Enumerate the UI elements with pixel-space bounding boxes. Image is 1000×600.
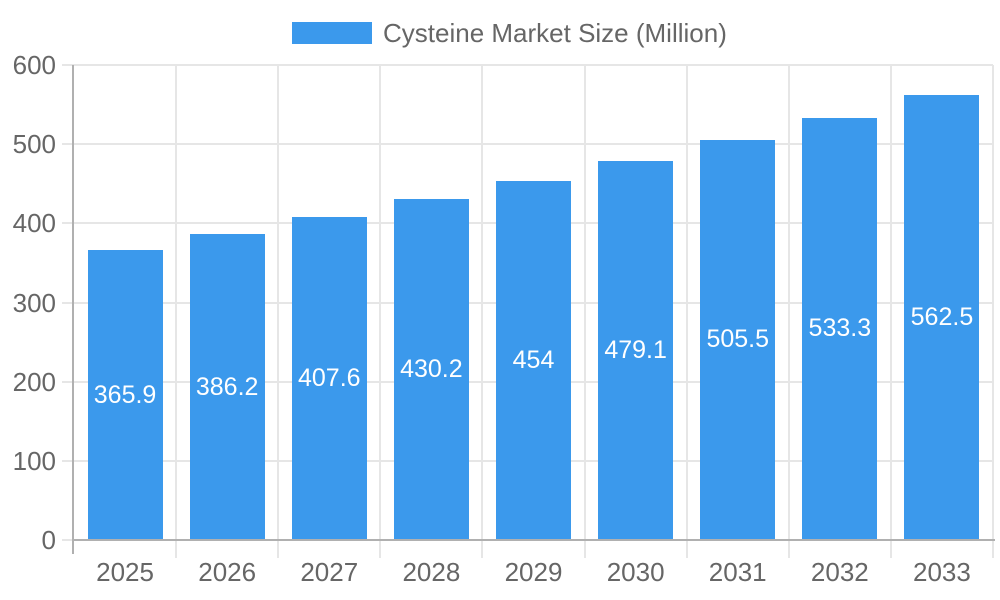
x-tick-label-2030: 2030 — [606, 557, 665, 587]
chart-legend[interactable]: Cysteine Market Size (Million) — [292, 12, 727, 54]
x-tick-label-2031: 2031 — [708, 557, 767, 587]
bar-2029: 454 — [496, 180, 571, 540]
x-gridline — [583, 65, 586, 558]
bar-2026: 386.2 — [189, 234, 265, 540]
x-gridline — [787, 65, 790, 558]
y-gridline — [62, 64, 993, 66]
x-tick-label-2026: 2026 — [198, 557, 257, 587]
bar-2028: 430.2 — [393, 199, 469, 540]
bar-value-label: 479.1 — [604, 335, 667, 364]
x-gridline — [175, 65, 178, 558]
y-tick-label-400: 400 — [12, 208, 56, 239]
x-tick-label-2032: 2032 — [810, 557, 869, 587]
y-tick-label-200: 200 — [12, 366, 56, 397]
legend-swatch-icon — [292, 22, 372, 44]
y-tick-label-300: 300 — [12, 287, 56, 318]
legend-label: Cysteine Market Size (Million) — [383, 17, 727, 48]
bar-value-label: 454 — [512, 345, 555, 374]
bar-value-label: 430.2 — [400, 355, 463, 384]
y-tick-label-500: 500 — [12, 129, 56, 160]
bar-value-label: 562.5 — [910, 302, 974, 331]
x-tick-label-2029: 2029 — [504, 557, 563, 587]
x-gridline — [992, 65, 994, 558]
y-tick-label-100: 100 — [12, 445, 56, 476]
y-tick — [62, 539, 74, 541]
x-tick-label-2028: 2028 — [402, 557, 461, 587]
bar-value-label: 365.9 — [93, 380, 157, 409]
bar-2027: 407.6 — [291, 217, 367, 540]
x-gridline — [277, 65, 280, 558]
bar-2033: 562.5 — [904, 94, 980, 540]
bar-2025: 365.9 — [87, 250, 163, 540]
x-gridline — [685, 65, 688, 558]
bar-2030: 479.1 — [598, 160, 674, 540]
bar-value-label: 533.3 — [808, 314, 872, 343]
bar-value-label: 386.2 — [195, 372, 259, 401]
x-gridline — [379, 65, 382, 558]
bar-value-label: 505.5 — [706, 325, 769, 354]
y-tick-label-600: 600 — [12, 50, 56, 80]
x-tick-label-2033: 2033 — [913, 557, 971, 587]
bar-value-label: 407.6 — [297, 364, 361, 393]
x-tick-label-2025: 2025 — [96, 557, 154, 587]
y-axis-line — [72, 65, 74, 554]
bar-2031: 505.5 — [700, 139, 776, 540]
bar-2032: 533.3 — [802, 117, 878, 540]
y-tick-label-0: 0 — [41, 525, 56, 555]
x-tick-label-2027: 2027 — [300, 557, 359, 587]
x-gridline — [889, 65, 892, 558]
x-gridline — [481, 65, 484, 558]
